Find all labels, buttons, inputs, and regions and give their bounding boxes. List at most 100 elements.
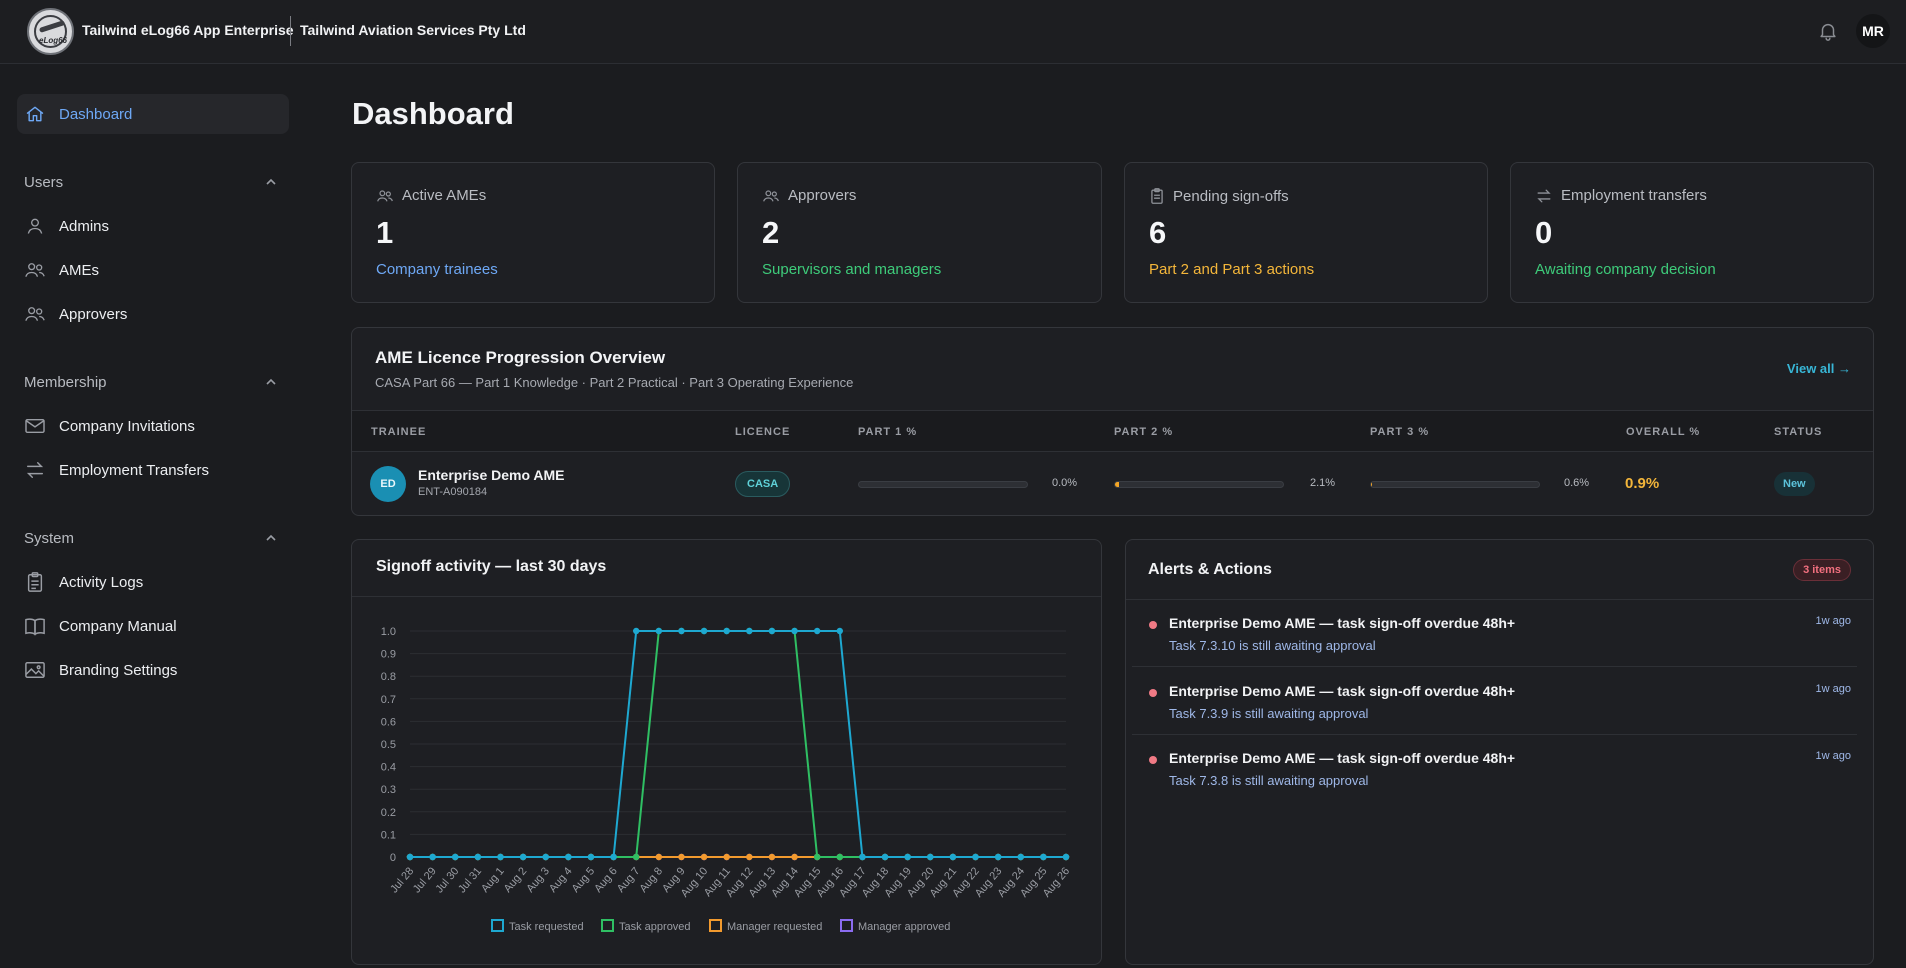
alert-dot-icon [1149, 689, 1157, 697]
clipboard-icon [23, 570, 47, 594]
y-tick-label: 0.6 [381, 716, 396, 728]
y-tick-label: 0.1 [381, 829, 396, 841]
stat-subtitle: Company trainees [376, 261, 498, 278]
column-header: LICENCE [735, 426, 791, 438]
y-tick-label: 0.9 [381, 649, 396, 661]
sidebar-item-label: Activity Logs [59, 573, 144, 591]
sidebar: Dashboard Users Admins AMEs Approvers Me… [0, 64, 300, 968]
sidebar-item-label: AMEs [59, 261, 100, 279]
stat-label: Pending sign-offs [1173, 187, 1289, 205]
section-system[interactable]: System [24, 528, 278, 548]
progress-fill [1115, 482, 1119, 487]
stat-label: Employment transfers [1561, 187, 1707, 204]
alert-item[interactable]: Enterprise Demo AME — task sign-off over… [1126, 600, 1873, 667]
alert-item[interactable]: Enterprise Demo AME — task sign-off over… [1126, 668, 1873, 735]
alert-subtitle: Task 7.3.10 is still awaiting approval [1169, 638, 1376, 653]
y-tick-label: 0.2 [381, 807, 396, 819]
data-point [768, 627, 776, 635]
stat-card-approvers[interactable]: Approvers 2 Supervisors and managers [737, 162, 1102, 303]
part2-progress-bar [1114, 481, 1284, 488]
section-label: System [24, 529, 75, 547]
sidebar-item-label: Approvers [59, 305, 128, 323]
stat-card-pending-signoffs[interactable]: Pending sign-offs 6 Part 2 and Part 3 ac… [1124, 162, 1488, 303]
section-subtitle: CASA Part 66 — Part 1 Knowledge · Part 2… [375, 375, 854, 390]
alert-title: Enterprise Demo AME — task sign-off over… [1169, 615, 1516, 631]
y-tick-label: 0.4 [381, 762, 396, 774]
part2-percent: 2.1% [1310, 477, 1336, 489]
sidebar-item-branding-settings[interactable]: Branding Settings [17, 650, 289, 690]
table-header: TRAINEE LICENCE PART 1 % PART 2 % PART 3… [352, 410, 1873, 452]
alert-dot-icon [1149, 756, 1157, 764]
data-point [1040, 853, 1047, 861]
sidebar-item-activity-logs[interactable]: Activity Logs [17, 562, 289, 602]
data-point [406, 853, 414, 861]
user-icon [23, 214, 47, 238]
data-point [881, 853, 889, 861]
column-header: PART 2 % [1114, 426, 1174, 438]
user-avatar[interactable]: MR [1856, 14, 1890, 48]
clipboard-icon [1151, 188, 1163, 204]
sidebar-item-label: Admins [59, 217, 110, 235]
legend-swatch [491, 919, 504, 932]
x-tick-label: Jul 29 [411, 865, 439, 895]
x-tick-label: Aug 6 [592, 865, 620, 895]
title-divider [290, 16, 291, 46]
x-tick-label: Jul 31 [456, 865, 484, 895]
sidebar-item-employment-transfers[interactable]: Employment Transfers [17, 450, 289, 490]
data-point [700, 853, 708, 861]
licence-badge: CASA [735, 471, 791, 497]
sidebar-item-label: Company Invitations [59, 417, 195, 435]
y-tick-label: 0.8 [381, 671, 396, 683]
legend-swatch [840, 919, 853, 932]
bell-icon[interactable] [1817, 20, 1839, 42]
section-membership[interactable]: Membership [24, 372, 278, 392]
app-logo[interactable]: eLog66 [27, 8, 74, 55]
chart-title: Signoff activity — last 30 days [376, 558, 607, 575]
stat-subtitle: Supervisors and managers [762, 261, 942, 278]
divider [1126, 599, 1873, 600]
alert-subtitle: Task 7.3.9 is still awaiting approval [1169, 706, 1369, 721]
trainee-name[interactable]: Enterprise Demo AME [418, 467, 565, 483]
users-icon [23, 302, 47, 326]
column-header: TRAINEE [371, 426, 427, 438]
alert-time: 1w ago [1815, 615, 1851, 627]
x-tick-label: Aug 1 [479, 865, 507, 895]
section-users[interactable]: Users [24, 172, 278, 192]
alert-item[interactable]: Enterprise Demo AME — task sign-off over… [1126, 735, 1873, 802]
data-point [542, 853, 549, 861]
x-tick-label: Aug 3 [524, 865, 552, 895]
view-all-link[interactable]: View all → [1786, 361, 1851, 376]
alert-time: 1w ago [1815, 683, 1851, 695]
sidebar-item-ames[interactable]: AMEs [17, 250, 289, 290]
legend-label: Manager requested [727, 921, 822, 933]
stat-card-employment-transfers[interactable]: Employment transfers 0 Awaiting company … [1510, 162, 1874, 303]
sidebar-item-company-manual[interactable]: Company Manual [17, 606, 289, 646]
part3-percent: 0.6% [1564, 477, 1590, 489]
sidebar-item-admins[interactable]: Admins [17, 206, 289, 246]
x-tick-label: Aug 2 [502, 865, 530, 895]
y-tick-label: 0.3 [381, 784, 396, 796]
x-tick-label: Aug 4 [547, 865, 575, 895]
signoff-activity-card: Signoff activity — last 30 days 0 0.1 0.2 0… [351, 539, 1102, 965]
data-point [497, 853, 504, 861]
sidebar-item-dashboard[interactable]: Dashboard [17, 94, 289, 134]
approvers-icon [763, 189, 779, 202]
home-icon [23, 102, 47, 126]
stat-card-active-ames[interactable]: Active AMEs 1 Company trainees [351, 162, 715, 303]
trainee-avatar: ED [370, 466, 406, 502]
part1-percent: 0.0% [1052, 477, 1078, 489]
alert-title: Enterprise Demo AME — task sign-off over… [1169, 683, 1516, 699]
sidebar-item-company-invitations[interactable]: Company Invitations [17, 406, 289, 446]
y-tick-label: 1.0 [381, 626, 396, 638]
alerts-title: Alerts & Actions [1148, 561, 1272, 578]
overall-percent: 0.9% [1625, 475, 1660, 492]
mail-icon [23, 414, 47, 438]
data-point [610, 853, 617, 861]
data-point [768, 853, 776, 861]
data-point [972, 853, 979, 861]
progression-overview-card: AME Licence Progression Overview CASA Pa… [351, 327, 1874, 516]
sidebar-item-approvers[interactable]: Approvers [17, 294, 289, 334]
part3-progress-bar [1370, 481, 1540, 488]
data-point [1017, 853, 1024, 861]
stat-value: 6 [1149, 215, 1167, 250]
